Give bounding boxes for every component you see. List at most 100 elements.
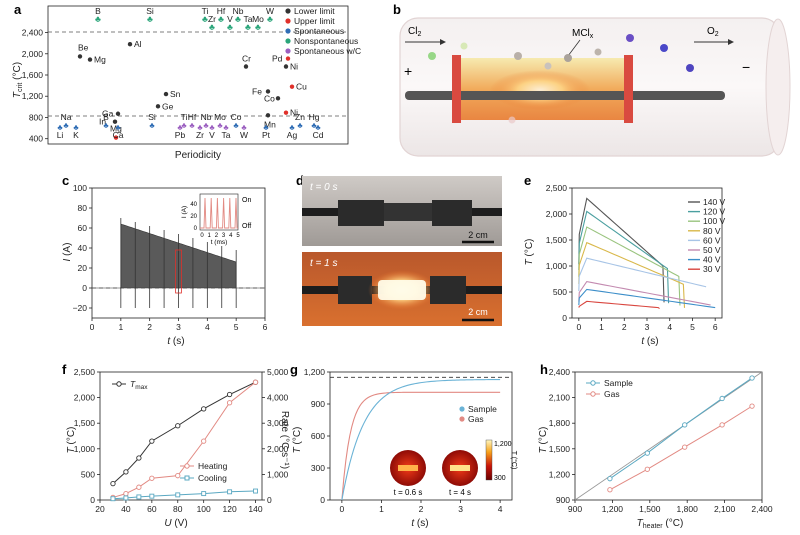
- y2tick-label: 5,000: [267, 367, 289, 377]
- xtick-label: 1,500: [639, 504, 661, 514]
- bottom-element-label: Si: [148, 112, 156, 122]
- colorbar-min: 300: [494, 475, 506, 482]
- legend-marker: [459, 416, 465, 422]
- legend-label: Cooling: [198, 473, 227, 483]
- sample-marker: [682, 422, 688, 428]
- spontaneous-icon: ♣: [217, 121, 223, 130]
- ytick-label: 900: [311, 399, 325, 409]
- ytick-label: 0: [82, 283, 87, 293]
- panel-b-label: b: [393, 2, 401, 17]
- xtick-label: 1,200: [602, 504, 624, 514]
- inset-xtick-label: 4: [229, 233, 233, 239]
- bottom-element-label: Cd: [313, 130, 324, 140]
- panel-d: d t = 0 s 2 cm t = 1 s 2 cm: [296, 173, 502, 326]
- xtick-label: 1,800: [677, 504, 699, 514]
- legend-label: 30 V: [703, 264, 721, 274]
- gas-marker: [719, 422, 725, 428]
- y2tick-label: 4,000: [267, 393, 289, 403]
- gas-molecule: [460, 42, 468, 50]
- thermal-time-label-2: t = 4 s: [449, 488, 471, 497]
- bottom-element-label: Hg: [309, 112, 320, 122]
- thermal-time-label-1: t = 0.6 s: [394, 488, 423, 497]
- cl2-label: Cl2: [408, 26, 421, 38]
- element-label: Mn: [264, 119, 276, 129]
- scale-bar-top-label: 2 cm: [468, 230, 488, 240]
- spontaneous-icon: ♣: [73, 123, 79, 132]
- panel-a-bottom-elements: Na♣Li♣K♣B♣Ca♣Si♣Ti♣Pb♣Zr♣Hf♣V♣Nb♣Ta♣Mo♣W…: [57, 112, 324, 140]
- panel-e-chart: 0 1 2 3 4 5 6 0 500 1,000 1,500 2,000 2,500 140 V120 …: [546, 183, 726, 332]
- y2tick-label: 1,000: [267, 469, 289, 479]
- bottom-element-label: Mo: [214, 112, 226, 122]
- temperature-curve: [578, 197, 665, 303]
- inset-frame: [199, 193, 239, 231]
- series-marker: [110, 496, 116, 502]
- temperature-curve: [578, 288, 716, 309]
- sample-marker: [644, 450, 650, 456]
- series-marker: [226, 400, 233, 406]
- element-point: [112, 119, 118, 124]
- xtick-label: 2: [419, 504, 424, 514]
- legend-marker: [459, 406, 465, 412]
- ytick-label: 2,400: [22, 28, 44, 38]
- xtick-label: 5: [234, 322, 239, 332]
- bottom-element-label: Ag: [287, 130, 298, 140]
- metal-chloride-molecule: [514, 52, 522, 60]
- legend-marker: [285, 18, 291, 24]
- legend-label: Gas: [604, 389, 620, 399]
- series-marker: [226, 391, 233, 398]
- spontaneous-icon: ♣: [103, 121, 109, 130]
- element-point: [127, 42, 133, 47]
- xtick-label: 80: [173, 504, 183, 514]
- nonspontaneous-icon: ♣: [209, 22, 215, 32]
- series-marker: [110, 480, 116, 487]
- inset-xtick-label: 0: [200, 233, 204, 239]
- element-label: Ni: [290, 108, 298, 118]
- gas-marker: [749, 403, 755, 409]
- element-label: Fe: [252, 86, 262, 96]
- panel-c-label: c: [62, 173, 69, 188]
- legend-label: 120 V: [703, 207, 726, 217]
- ytick-label: 1,800: [549, 418, 571, 428]
- xtick-label: 2: [147, 322, 152, 332]
- series-marker: [175, 492, 181, 498]
- ytick-label: 2,500: [546, 183, 568, 193]
- ytick-label: 300: [311, 463, 325, 473]
- legend-label: Gas: [468, 414, 484, 424]
- metal-chloride-molecule: [564, 54, 572, 62]
- element-point: [87, 57, 93, 62]
- panel-a: a 400 800 1,200 1,600 2,000 2,400 Be Mg Al Mg GaI…: [12, 2, 361, 161]
- xtick-label: 6: [263, 322, 268, 332]
- ytick-label: 100: [73, 183, 87, 193]
- cl2-molecule: [428, 52, 436, 60]
- legend-marker: [285, 28, 291, 34]
- gas-molecule: [508, 116, 516, 124]
- legend-label: 80 V: [703, 226, 721, 236]
- legend-marker: [590, 380, 596, 386]
- bottom-element-label: Ca: [113, 130, 124, 140]
- bottom-element-label: Zr: [196, 130, 204, 140]
- element-label: Ge: [162, 101, 174, 111]
- spontaneous-icon: ♣: [149, 121, 155, 130]
- y2tick-label: 3,000: [267, 418, 289, 428]
- element-point: [283, 110, 289, 115]
- element-label: Pd: [272, 54, 283, 64]
- colorbar: [485, 439, 493, 481]
- nonspontaneous-icon: ♣: [245, 22, 251, 32]
- panel-h-ylabel: T (°C): [538, 427, 549, 454]
- sample-marker: [607, 476, 613, 482]
- ytick-label: 1,600: [22, 70, 44, 80]
- spontaneous-icon: ♣: [189, 121, 195, 130]
- xtick-label: 3: [176, 322, 181, 332]
- inset-pulse-trace: [200, 197, 238, 229]
- panel-f-frame: [99, 371, 263, 501]
- legend-marker: [184, 463, 190, 469]
- xtick-label: 20: [95, 504, 105, 514]
- spontaneous-icon: ♣: [289, 123, 295, 132]
- ytick-label: 1,200: [22, 91, 44, 101]
- panel-c-xlabel: t (s): [167, 336, 184, 347]
- top-element-label: Nb: [233, 6, 244, 16]
- legend-marker: [184, 475, 190, 481]
- bottom-element-label: Li: [57, 130, 64, 140]
- panel-h-label: h: [540, 362, 548, 377]
